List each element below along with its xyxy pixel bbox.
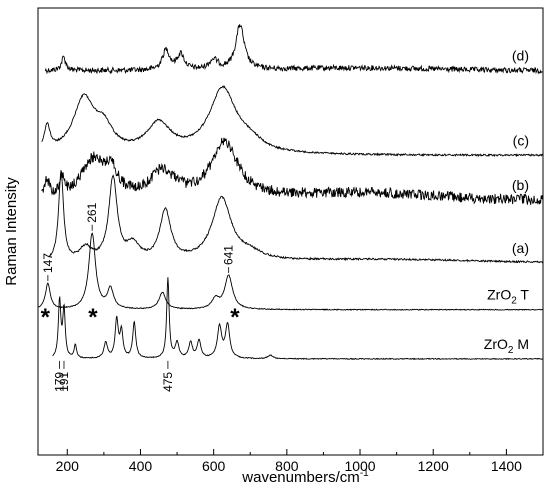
x-tick-label: 1200: [418, 458, 449, 474]
series-layer: [37, 24, 544, 361]
spectrum-line-b: [41, 137, 544, 205]
x-axis: 200 400 600 800 1000 1200 1400: [56, 449, 544, 474]
series-label-d: (d): [512, 48, 529, 64]
x-tick-label: 1000: [344, 458, 375, 474]
x-axis-label: wavenumbers/cm-1: [241, 468, 369, 486]
y-axis-label: Raman Intensity: [3, 177, 20, 286]
plot-frame: [37, 7, 544, 456]
peak-label-179: 179: [53, 372, 67, 392]
peak-label-261: 261: [85, 202, 99, 222]
x-tick-label: 200: [56, 458, 80, 474]
x-tick-label: 800: [275, 458, 299, 474]
series-label-c: (c): [513, 133, 529, 149]
spectrum-line-d: [44, 24, 543, 75]
asterisk-marker: *: [230, 304, 240, 331]
spectrum-line-a: [48, 170, 544, 264]
spectrum-line-t: [37, 232, 544, 311]
series-label-a: (a): [512, 240, 529, 256]
x-tick-label: 400: [129, 458, 153, 474]
series-label-m: ZrO2 M: [484, 336, 529, 356]
x-tick-label: 1400: [491, 458, 522, 474]
asterisk-marker: *: [41, 304, 51, 331]
spectrum-line-m: [52, 277, 543, 361]
series-labels: (d) (c) (b) (a) ZrO2 T ZrO2 M: [484, 48, 530, 356]
peak-label-147: 147: [41, 253, 55, 273]
asterisk-marker: *: [88, 304, 98, 331]
peak-label-475: 475: [161, 372, 175, 392]
peak-label-191: 191: [57, 372, 71, 392]
series-label-t: ZrO2 T: [487, 287, 529, 307]
spectrum-line-c: [41, 85, 544, 158]
x-tick-label: 600: [202, 458, 226, 474]
peak-label-641: 641: [222, 245, 236, 265]
series-label-b: (b): [512, 177, 529, 193]
